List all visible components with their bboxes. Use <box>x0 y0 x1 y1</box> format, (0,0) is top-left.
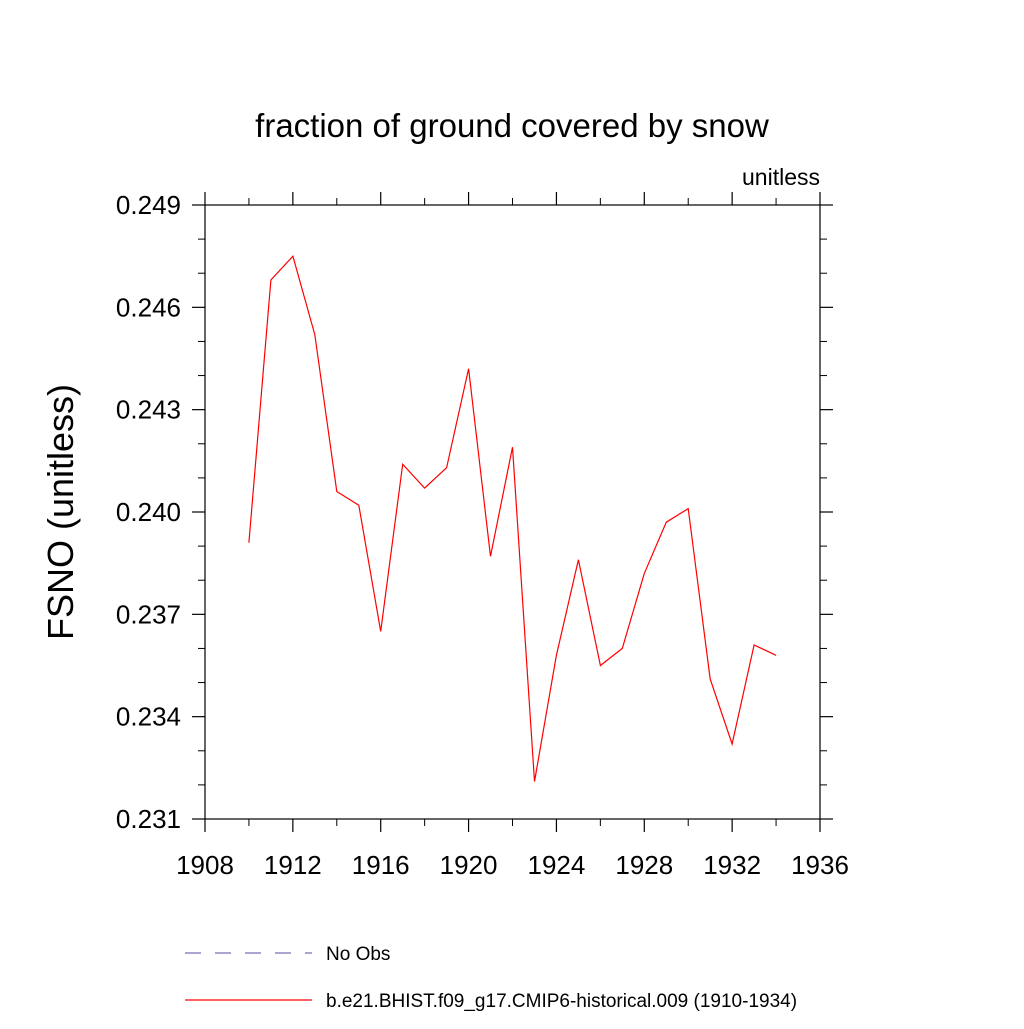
x-tick-label: 1936 <box>791 850 849 880</box>
y-tick-label: 0.234 <box>116 702 181 732</box>
y-tick-label: 0.231 <box>116 804 181 834</box>
units-label: unitless <box>742 164 820 190</box>
legend-label: b.e21.BHIST.f09_g17.CMIP6-historical.009… <box>326 991 797 1012</box>
x-tick-label: 1928 <box>615 850 673 880</box>
x-tick-label: 1920 <box>440 850 498 880</box>
x-tick-label: 1908 <box>176 850 234 880</box>
y-tick-label: 0.246 <box>116 292 181 322</box>
y-axis-label: FSNO (unitless) <box>40 384 81 640</box>
chart-title: fraction of ground covered by snow <box>255 107 769 144</box>
legend-label: No Obs <box>326 944 390 965</box>
series-group <box>248 255 777 782</box>
x-tick-label: 1924 <box>528 850 586 880</box>
x-tick-label: 1912 <box>264 850 322 880</box>
series-line <box>248 255 777 782</box>
legend: No Obs b.e21.BHIST.f09_g17.CMIP6-historic… <box>185 944 797 1012</box>
y-tick-label: 0.249 <box>116 190 181 220</box>
x-tick-label: 1932 <box>703 850 761 880</box>
y-axis-ticks: 0.231 0.234 0.237 0.240 0.243 0.246 0.249 <box>116 190 833 834</box>
x-tick-label: 1916 <box>352 850 410 880</box>
x-axis-ticks: 1908 1912 1916 1920 1924 1928 1932 1936 <box>176 192 849 880</box>
plot-frame <box>204 204 821 820</box>
y-tick-label: 0.240 <box>116 497 181 527</box>
y-tick-label: 0.243 <box>116 395 181 425</box>
y-tick-label: 0.237 <box>116 599 181 629</box>
